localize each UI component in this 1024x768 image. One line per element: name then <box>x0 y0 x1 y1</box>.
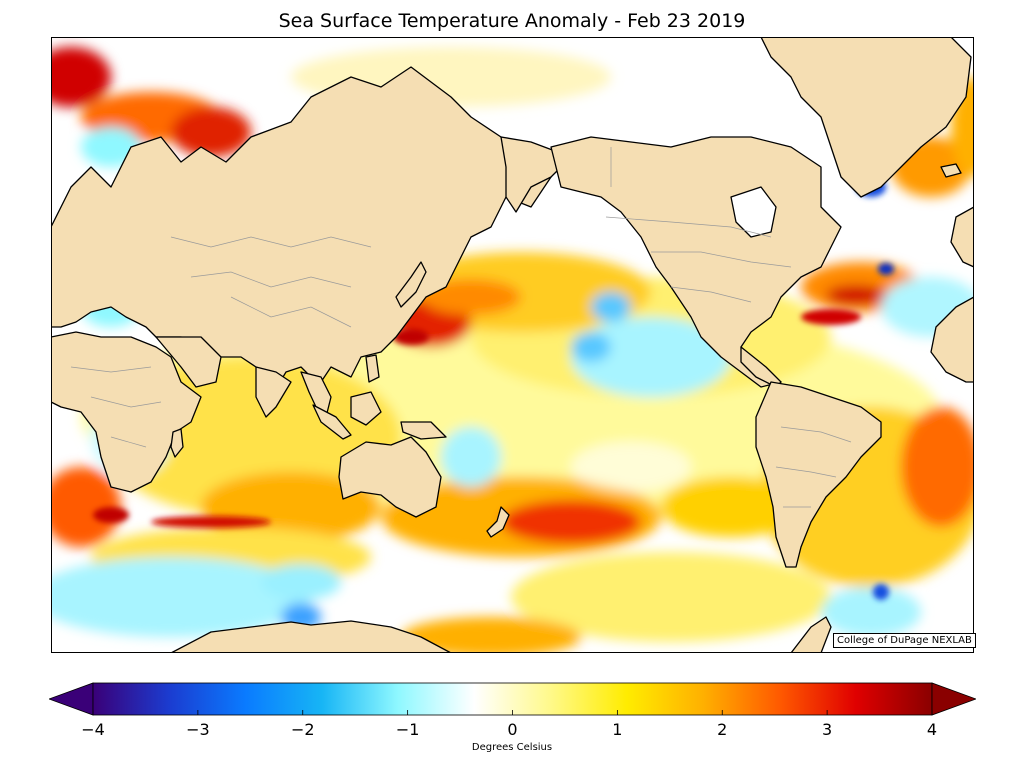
colorbar <box>49 682 976 716</box>
landmass-new-zealand <box>486 506 510 538</box>
landmass-india <box>255 366 292 418</box>
landmass-antarctic-peninsula <box>790 616 832 653</box>
landmass-antarctica <box>170 620 452 653</box>
colorbar-arrow-left <box>49 682 94 716</box>
landmass-west-africa-edge <box>930 296 974 383</box>
landmass-australia <box>338 436 442 518</box>
landmass-madagascar <box>170 428 184 458</box>
anomaly-fine-detail <box>93 177 894 600</box>
colorbar-tick-label: −1 <box>395 720 420 739</box>
sst-anomaly-map <box>51 37 974 653</box>
map-frame <box>51 37 974 653</box>
colorbar-body <box>92 682 933 716</box>
country-borders <box>70 147 852 508</box>
colorbar-tick-label: −4 <box>81 720 105 739</box>
colorbar-arrow-right <box>931 682 976 716</box>
colorbar-label: Degrees Celsius <box>471 742 553 753</box>
colorbar-tick-label: 4 <box>926 720 938 739</box>
colorbar-tick-marks <box>92 710 933 715</box>
colorbar-tick-label: 3 <box>822 720 833 739</box>
landmass-south-america <box>755 381 882 568</box>
colorbar-tick-label: 1 <box>612 720 623 739</box>
land-masses <box>51 37 974 653</box>
landmass-greenland <box>760 37 972 198</box>
landmass-philippines <box>365 354 380 383</box>
colorbar-tick-label: 2 <box>717 720 728 739</box>
landmass-borneo <box>350 391 382 426</box>
landmass-iceland <box>940 163 962 178</box>
landmass-sumatra <box>312 404 352 440</box>
landmass-europe-edge <box>950 206 974 268</box>
map-title: Sea Surface Temperature Anomaly - Feb 23… <box>278 10 746 32</box>
colorbar-tick-label: −2 <box>290 720 315 739</box>
landmass-japan <box>395 261 427 308</box>
colorbar-tick-label: 0 <box>507 720 518 739</box>
credit-label: College of DuPage NEXLAB <box>833 633 976 648</box>
landmass-arabia <box>155 336 222 388</box>
hudson-bay <box>730 186 777 238</box>
colorbar-tick-label: −3 <box>186 720 210 739</box>
landmass-new-guinea <box>400 421 447 440</box>
